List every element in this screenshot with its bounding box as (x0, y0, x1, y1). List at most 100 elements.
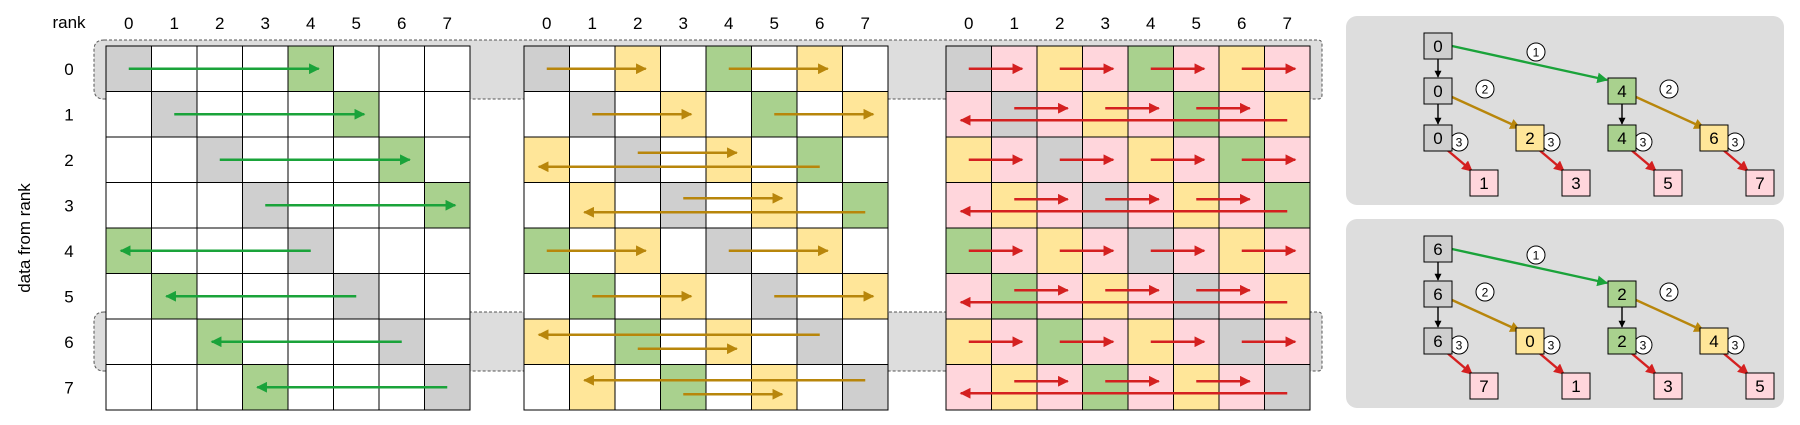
tree-node-label: 0 (1525, 332, 1534, 351)
grid-cell (945, 273, 992, 320)
grid-cell (523, 318, 570, 365)
grid-cell (1036, 91, 1083, 138)
grid-cell (705, 318, 752, 365)
grid-cell (105, 318, 152, 365)
grid-cell (842, 364, 889, 411)
grid-cell (614, 136, 661, 183)
grid-cell (569, 136, 616, 183)
tree-node-label: 2 (1617, 332, 1626, 351)
grid-cell (105, 136, 152, 183)
grid-step3 (945, 45, 1311, 411)
tree-node-box (1423, 77, 1453, 105)
tree-send-arrow (1537, 351, 1565, 375)
tree-node-label: 4 (1709, 332, 1718, 351)
grid-cell (424, 318, 471, 365)
grid-cell (424, 273, 471, 320)
grid-cell (1173, 182, 1220, 229)
step-number: 3 (1548, 136, 1555, 150)
step-number: 3 (1456, 339, 1463, 353)
grid-cell (796, 318, 843, 365)
step-number-circle (1475, 79, 1495, 99)
col-rank-labels: 0 1 2 3 4 5 6 7 0 1 2 3 4 5 6 7 0 1 2 3 4 5 6 7 (124, 14, 1292, 33)
grid-cell (842, 136, 889, 183)
col-rank-label: 4 (724, 14, 733, 33)
col-rank-label: 2 (1055, 14, 1064, 33)
step-number: 3 (1548, 339, 1555, 353)
grid-cell (660, 364, 707, 411)
tree-send-arrow (1445, 351, 1473, 375)
row-rank-label: 0 (64, 60, 73, 79)
grid-cell (660, 136, 707, 183)
grid-cell (1127, 91, 1174, 138)
grid-cell (523, 136, 570, 183)
grid-cell (796, 136, 843, 183)
grid-cell (523, 273, 570, 320)
tree-node-label: 4 (1617, 129, 1626, 148)
col-rank-label: 0 (542, 14, 551, 33)
grid-cell (945, 364, 992, 411)
step-number: 3 (1640, 339, 1647, 353)
grid-cell (1173, 91, 1220, 138)
tree-node-box (1607, 280, 1637, 308)
col-rank-label: 3 (679, 14, 688, 33)
grid-cell (424, 227, 471, 274)
tree-send-arrow (1451, 298, 1521, 333)
grid-cell (1082, 182, 1129, 229)
grid-cell (569, 318, 616, 365)
grid-cell (105, 182, 152, 229)
grid-cell (796, 182, 843, 229)
tree-send-arrow (1451, 95, 1521, 130)
row-rank-labels: 0 1 2 3 4 5 6 7 (64, 60, 73, 398)
col-rank-label: 5 (352, 14, 361, 33)
grid-cell (1173, 364, 1220, 411)
tree-node-label: 1 (1571, 377, 1580, 396)
grid-cell (705, 136, 752, 183)
tree-node-box (1607, 327, 1637, 355)
grid-cell (378, 45, 425, 92)
grid-cell (705, 273, 752, 320)
grid-cell (105, 91, 152, 138)
grid-cell (378, 91, 425, 138)
grid-cell (842, 45, 889, 92)
row-rank-label: 7 (64, 378, 73, 397)
grid-cell (1036, 273, 1083, 320)
col-rank-label: 6 (397, 14, 406, 33)
tree-send-arrow (1629, 351, 1657, 375)
grid-cell (660, 182, 707, 229)
tree-node-label: 1 (1479, 174, 1488, 193)
grid-cell (196, 364, 243, 411)
tree-send-arrow (1629, 148, 1657, 172)
tree-send-arrow (1635, 298, 1705, 333)
grid-cell (105, 273, 152, 320)
tree-send-arrow (1445, 148, 1473, 172)
grid-cell (751, 318, 798, 365)
col-rank-label: 1 (170, 14, 179, 33)
col-rank-label: 1 (1010, 14, 1019, 33)
row-rank-label: 1 (64, 105, 73, 124)
grid-cell (1127, 364, 1174, 411)
tree-node-box (1423, 235, 1453, 263)
tree-node-label: 2 (1617, 285, 1626, 304)
grid-cell (1036, 364, 1083, 411)
grid-cell (660, 318, 707, 365)
tree-node-label: 5 (1663, 174, 1672, 193)
grid-cell (945, 182, 992, 229)
grid-cell (945, 91, 992, 138)
step-number: 3 (1732, 136, 1739, 150)
grid-cell (705, 364, 752, 411)
grid-cell (1082, 273, 1129, 320)
step-number-circle (1659, 282, 1679, 302)
row-rank-label: 5 (64, 287, 73, 306)
col-rank-label: 4 (306, 14, 315, 33)
row-rank-label: 6 (64, 333, 73, 352)
grid-cell (991, 273, 1038, 320)
tree-node-box (1423, 280, 1453, 308)
grid-cell (660, 45, 707, 92)
tree-node-label: 3 (1571, 174, 1580, 193)
grid-cell (1082, 91, 1129, 138)
grid-cell (705, 91, 752, 138)
tree-node-label: 7 (1479, 377, 1488, 396)
col-rank-label: 0 (964, 14, 973, 33)
